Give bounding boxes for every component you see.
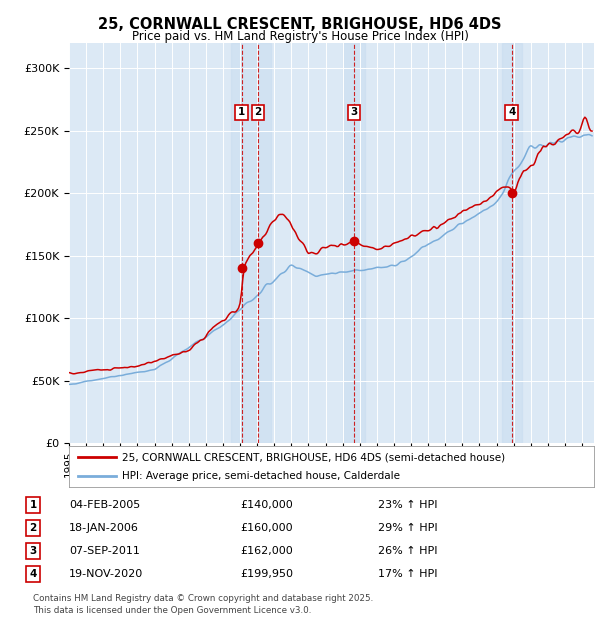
Bar — [502, 43, 522, 443]
Text: 4: 4 — [508, 107, 515, 117]
Text: 2: 2 — [29, 523, 37, 533]
Text: 25, CORNWALL CRESCENT, BRIGHOUSE, HD6 4DS (semi-detached house): 25, CORNWALL CRESCENT, BRIGHOUSE, HD6 4D… — [121, 452, 505, 463]
Text: 25, CORNWALL CRESCENT, BRIGHOUSE, HD6 4DS: 25, CORNWALL CRESCENT, BRIGHOUSE, HD6 4D… — [98, 17, 502, 32]
Text: 23% ↑ HPI: 23% ↑ HPI — [378, 500, 437, 510]
Text: Price paid vs. HM Land Registry's House Price Index (HPI): Price paid vs. HM Land Registry's House … — [131, 30, 469, 43]
Text: £199,950: £199,950 — [240, 569, 293, 579]
Text: 1: 1 — [29, 500, 37, 510]
Text: HPI: Average price, semi-detached house, Calderdale: HPI: Average price, semi-detached house,… — [121, 471, 400, 481]
Text: 18-JAN-2006: 18-JAN-2006 — [69, 523, 139, 533]
Text: 4: 4 — [29, 569, 37, 579]
Text: 2: 2 — [254, 107, 262, 117]
Text: 17% ↑ HPI: 17% ↑ HPI — [378, 569, 437, 579]
Text: 1: 1 — [238, 107, 245, 117]
Text: £160,000: £160,000 — [240, 523, 293, 533]
Text: 04-FEB-2005: 04-FEB-2005 — [69, 500, 140, 510]
Text: Contains HM Land Registry data © Crown copyright and database right 2025.
This d: Contains HM Land Registry data © Crown c… — [33, 594, 373, 615]
Text: 3: 3 — [29, 546, 37, 556]
Text: £162,000: £162,000 — [240, 546, 293, 556]
Text: 07-SEP-2011: 07-SEP-2011 — [69, 546, 140, 556]
Text: 3: 3 — [350, 107, 358, 117]
Text: 19-NOV-2020: 19-NOV-2020 — [69, 569, 143, 579]
Bar — [343, 43, 365, 443]
Text: 29% ↑ HPI: 29% ↑ HPI — [378, 523, 437, 533]
Text: 26% ↑ HPI: 26% ↑ HPI — [378, 546, 437, 556]
Bar — [232, 43, 271, 443]
Text: £140,000: £140,000 — [240, 500, 293, 510]
